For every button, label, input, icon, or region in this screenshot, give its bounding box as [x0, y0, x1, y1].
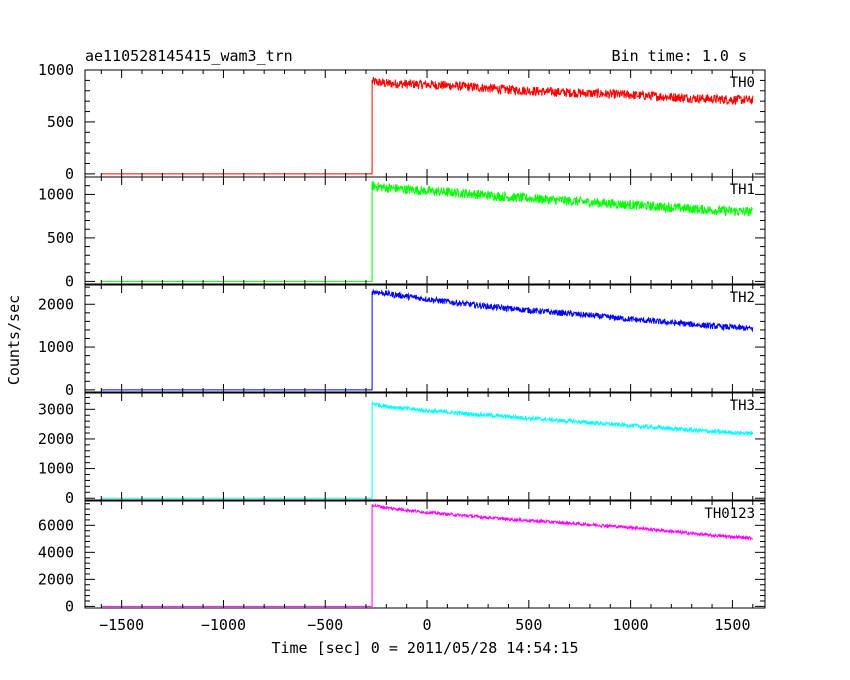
y-tick-label: 0 — [65, 165, 74, 183]
x-tick-label: −1500 — [99, 616, 144, 634]
x-tick-label: 1000 — [613, 616, 649, 634]
y-tick-label: 0 — [65, 489, 74, 507]
panel-th0123: 0 2000 4000 6000 TH0123 — [38, 500, 766, 615]
y-tick-label: 0 — [65, 381, 74, 399]
series-line-th3 — [101, 401, 754, 499]
y-tick-label: 1000 — [38, 185, 74, 203]
y-tick-label: 1000 — [38, 61, 74, 79]
y-tick-label: 1000 — [38, 460, 74, 478]
x-tick-label: −500 — [307, 616, 343, 634]
panel-frame — [84, 69, 766, 178]
x-tick-labels: −1500 −1000 −500 0 500 1000 1500 — [99, 616, 750, 634]
panel-frame — [84, 392, 766, 501]
y-tick-label: 2000 — [38, 570, 74, 588]
series-line-th2 — [101, 289, 754, 391]
panel-frame — [84, 500, 766, 609]
panel-frame — [84, 176, 766, 285]
panel-label-th0123: TH0123 — [704, 506, 755, 522]
chart-title: ae110528145415_wam3_trn — [85, 47, 293, 65]
panel-th2: 0 1000 2000 TH2 — [38, 284, 766, 399]
panel-label-th2: TH2 — [730, 290, 755, 306]
y-axis-label: Counts/sec — [5, 295, 23, 385]
y-tick-label: 4000 — [38, 543, 74, 561]
y-tick-label: 2000 — [38, 295, 74, 313]
y-tick-label: 1000 — [38, 338, 74, 356]
panels-group: 0 500 1000 TH0 0 500 1000 TH1 0 1000 2000 TH2 0 1000 2… — [38, 61, 766, 615]
bin-time-label: Bin time: 1.0 s — [612, 47, 747, 65]
y-tick-label: 3000 — [38, 400, 74, 418]
x-tick-label: 500 — [515, 616, 542, 634]
x-tick-label: 0 — [423, 616, 432, 634]
y-tick-label: 500 — [47, 229, 74, 247]
panel-label-th1: TH1 — [730, 182, 755, 198]
x-tick-label: 1500 — [714, 616, 750, 634]
series-line-th0123 — [101, 503, 754, 607]
panel-label-th0: TH0 — [730, 75, 755, 91]
y-tick-label: 2000 — [38, 430, 74, 448]
x-axis-label: Time [sec] 0 = 2011/05/28 14:54:15 — [271, 639, 578, 657]
panel-th0: 0 500 1000 TH0 — [38, 61, 766, 183]
series-line-th1 — [101, 181, 754, 282]
panel-th3: 0 1000 2000 3000 TH3 — [38, 392, 766, 507]
series-line-th0 — [101, 76, 754, 175]
y-tick-label: 0 — [65, 597, 74, 615]
x-tick-label: −1000 — [201, 616, 246, 634]
y-tick-label: 500 — [47, 113, 74, 131]
y-tick-label: 0 — [65, 272, 74, 290]
y-tick-label: 6000 — [38, 516, 74, 534]
panel-th1: 0 500 1000 TH1 — [38, 176, 766, 290]
panel-label-th3: TH3 — [730, 398, 755, 414]
